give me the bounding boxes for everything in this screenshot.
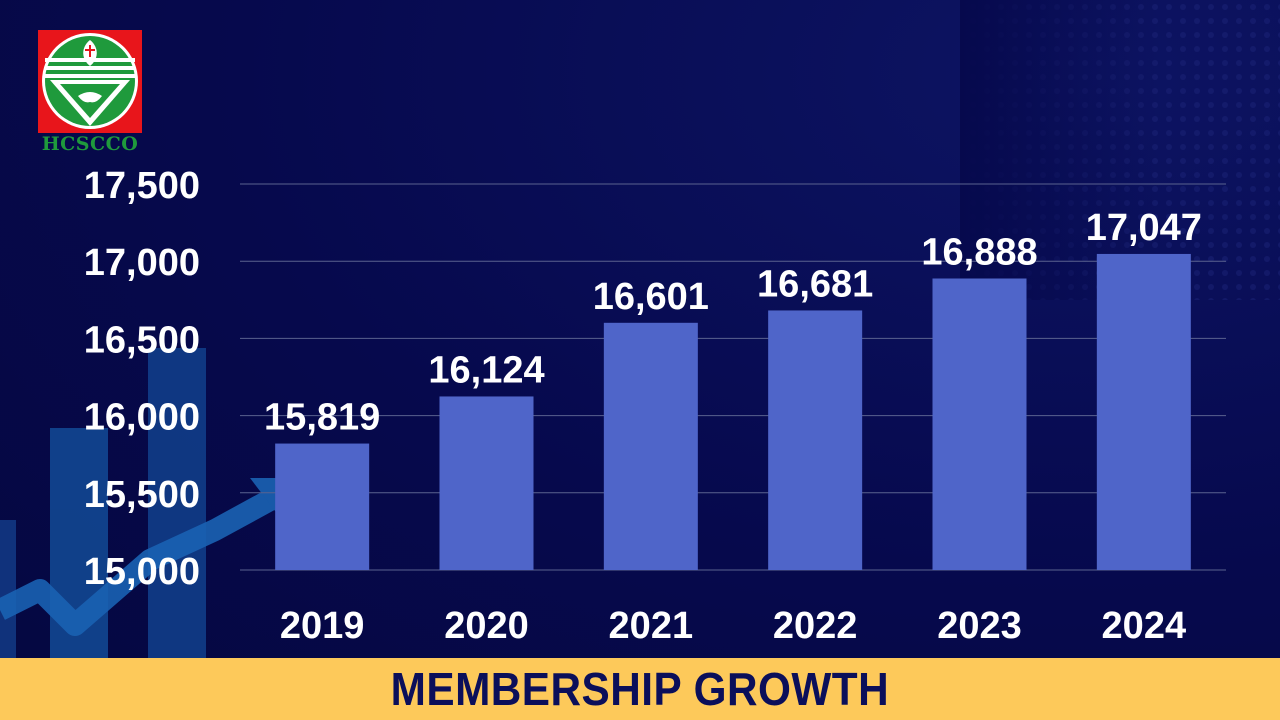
grid-lines [240, 183, 1226, 571]
y-tick-label: 16,500 [84, 319, 200, 361]
y-tick-label: 16,000 [84, 397, 200, 439]
value-labels: 15,819 16,124 16,601 16,681 16,888 17,047 [264, 207, 1202, 439]
x-tick-label-2019: 2019 [280, 605, 365, 647]
y-tick-label: 15,000 [84, 551, 200, 593]
y-tick-label: 17,000 [84, 242, 200, 284]
hcscco-logo: HCSCCO [38, 30, 142, 156]
x-tick-label-2021: 2021 [609, 605, 694, 647]
value-label-2022: 16,681 [757, 263, 873, 305]
bars [275, 253, 1191, 570]
bar-2024 [1096, 253, 1191, 570]
value-label-2020: 16,124 [428, 349, 544, 391]
bar-2023 [932, 278, 1027, 570]
membership-bar-chart: 15,000 15,500 16,000 16,500 17,000 17,500 15,… [84, 165, 1226, 647]
bar-2021 [603, 322, 698, 570]
x-tick-label-2024: 2024 [1102, 605, 1187, 647]
bar-2022 [768, 310, 863, 570]
value-label-2023: 16,888 [921, 231, 1037, 273]
logo-emblem-icon [42, 33, 138, 129]
x-tick-label-2022: 2022 [773, 605, 858, 647]
y-axis-tick-labels: 15,000 15,500 16,000 16,500 17,000 17,500 [84, 165, 200, 593]
bar-2019 [275, 443, 370, 570]
y-tick-label: 15,500 [84, 474, 200, 516]
banner-title: MEMBERSHIP GROWTH [390, 663, 890, 715]
x-tick-label-2020: 2020 [444, 605, 529, 647]
value-label-2021: 16,601 [593, 276, 709, 318]
value-label-2024: 17,047 [1086, 207, 1202, 249]
dot-pattern-fade [960, 0, 1160, 300]
bar-2020 [439, 396, 534, 570]
logo-text: HCSCCO [41, 133, 139, 155]
y-tick-label: 17,500 [84, 165, 200, 207]
title-banner: MEMBERSHIP GROWTH [0, 658, 1280, 720]
x-axis-tick-labels: 2019 2020 2021 2022 2023 2024 [280, 605, 1186, 647]
value-label-2019: 15,819 [264, 397, 380, 439]
x-tick-label-2023: 2023 [937, 605, 1022, 647]
